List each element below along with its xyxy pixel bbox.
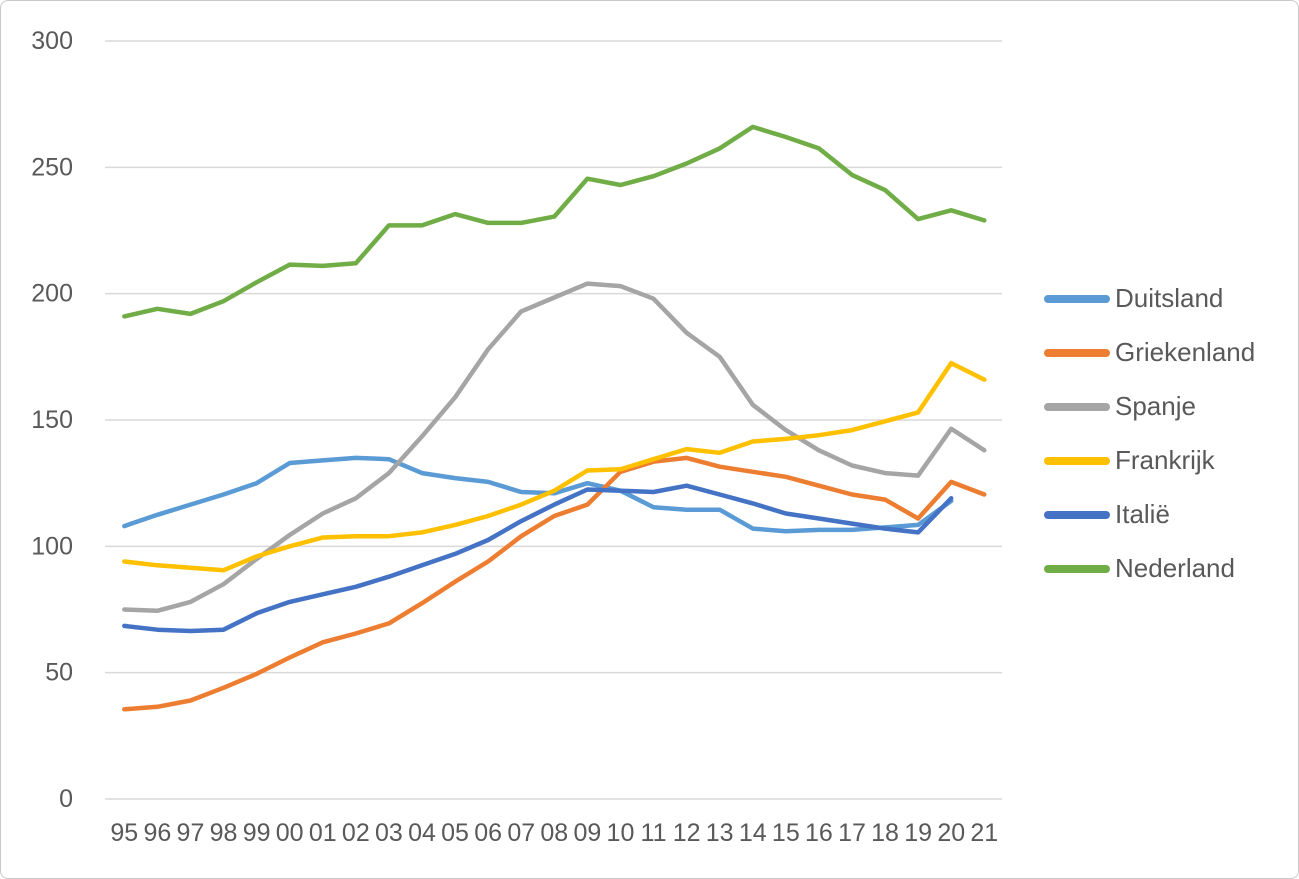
x-axis-tick-label: 03 (375, 819, 403, 847)
x-axis-tick-label: 21 (970, 819, 998, 847)
legend-swatch-italie (1044, 510, 1110, 519)
legend-item-griekenland: Griekenland (1044, 336, 1255, 369)
legend-item-nederland: Nederland (1044, 552, 1255, 585)
x-axis-tick-label: 09 (573, 819, 601, 847)
legend-label-griekenland: Griekenland (1115, 337, 1256, 367)
y-axis-tick-label: 250 (31, 153, 73, 181)
legend-swatch-griekenland (1044, 348, 1110, 357)
x-axis-tick-label: 11 (641, 819, 667, 847)
x-axis-tick-label: 98 (210, 819, 238, 847)
x-axis-tick-label: 06 (474, 819, 502, 847)
legend-item-duitsland: Duitsland (1044, 282, 1255, 315)
x-axis-tick-label: 13 (706, 819, 734, 847)
x-axis-tick-label: 00 (276, 819, 304, 847)
series-line-duitsland (122, 455, 954, 534)
series-line-frankrijk (122, 360, 987, 573)
x-axis-tick-label: 04 (408, 819, 436, 847)
x-axis-tick-label: 02 (342, 819, 370, 847)
chart-legend: Duitsland Griekenland Spanje Frankrijk I… (1044, 282, 1255, 585)
y-axis-tick-label: 200 (31, 280, 73, 308)
legend-label-duitsland: Duitsland (1115, 283, 1224, 313)
x-axis-tick-label: 99 (243, 819, 271, 847)
legend-label-nederland: Nederland (1115, 553, 1235, 583)
x-axis-tick-label: 12 (673, 819, 701, 847)
x-axis-tick-label: 14 (739, 819, 767, 847)
x-axis-tick-label: 18 (871, 819, 899, 847)
x-axis-tick-label: 96 (143, 819, 171, 847)
y-axis-tick-label: 100 (31, 532, 73, 560)
x-axis-tick-label: 08 (540, 819, 568, 847)
x-axis-tick-label: 17 (838, 819, 866, 847)
x-axis-tick-label: 15 (772, 819, 800, 847)
legend-swatch-duitsland (1044, 294, 1110, 303)
legend-swatch-nederland (1044, 564, 1110, 573)
legend-label-spanje: Spanje (1115, 391, 1196, 421)
legend-item-frankrijk: Frankrijk (1044, 444, 1255, 477)
series-line-griekenland (122, 455, 987, 712)
x-axis-tick-label: 20 (937, 819, 965, 847)
legend-item-spanje: Spanje (1044, 390, 1255, 423)
y-axis-tick-label: 300 (31, 27, 73, 55)
x-axis-tick-label: 10 (607, 819, 635, 847)
legend-item-italie: Italië (1044, 498, 1255, 531)
legend-label-frankrijk: Frankrijk (1115, 445, 1215, 475)
y-axis-tick-label: 50 (45, 659, 73, 687)
series-line-nederland (122, 124, 987, 319)
series-line-itali (122, 483, 954, 634)
y-axis-tick-label: 150 (31, 406, 73, 434)
x-axis-tick-label: 95 (110, 819, 138, 847)
series-line-spanje (122, 281, 987, 614)
legend-swatch-spanje (1044, 402, 1110, 411)
legend-label-italie: Italië (1115, 499, 1170, 529)
x-axis-tick-label: 01 (309, 819, 337, 847)
x-axis-tick-label: 16 (805, 819, 833, 847)
legend-swatch-frankrijk (1044, 456, 1110, 465)
x-axis-tick-label: 97 (177, 819, 205, 847)
x-axis-tick-label: 05 (441, 819, 469, 847)
x-axis-tick-label: 07 (507, 819, 535, 847)
y-axis-tick-label: 0 (59, 785, 73, 813)
x-axis-tick-label: 19 (904, 819, 932, 847)
